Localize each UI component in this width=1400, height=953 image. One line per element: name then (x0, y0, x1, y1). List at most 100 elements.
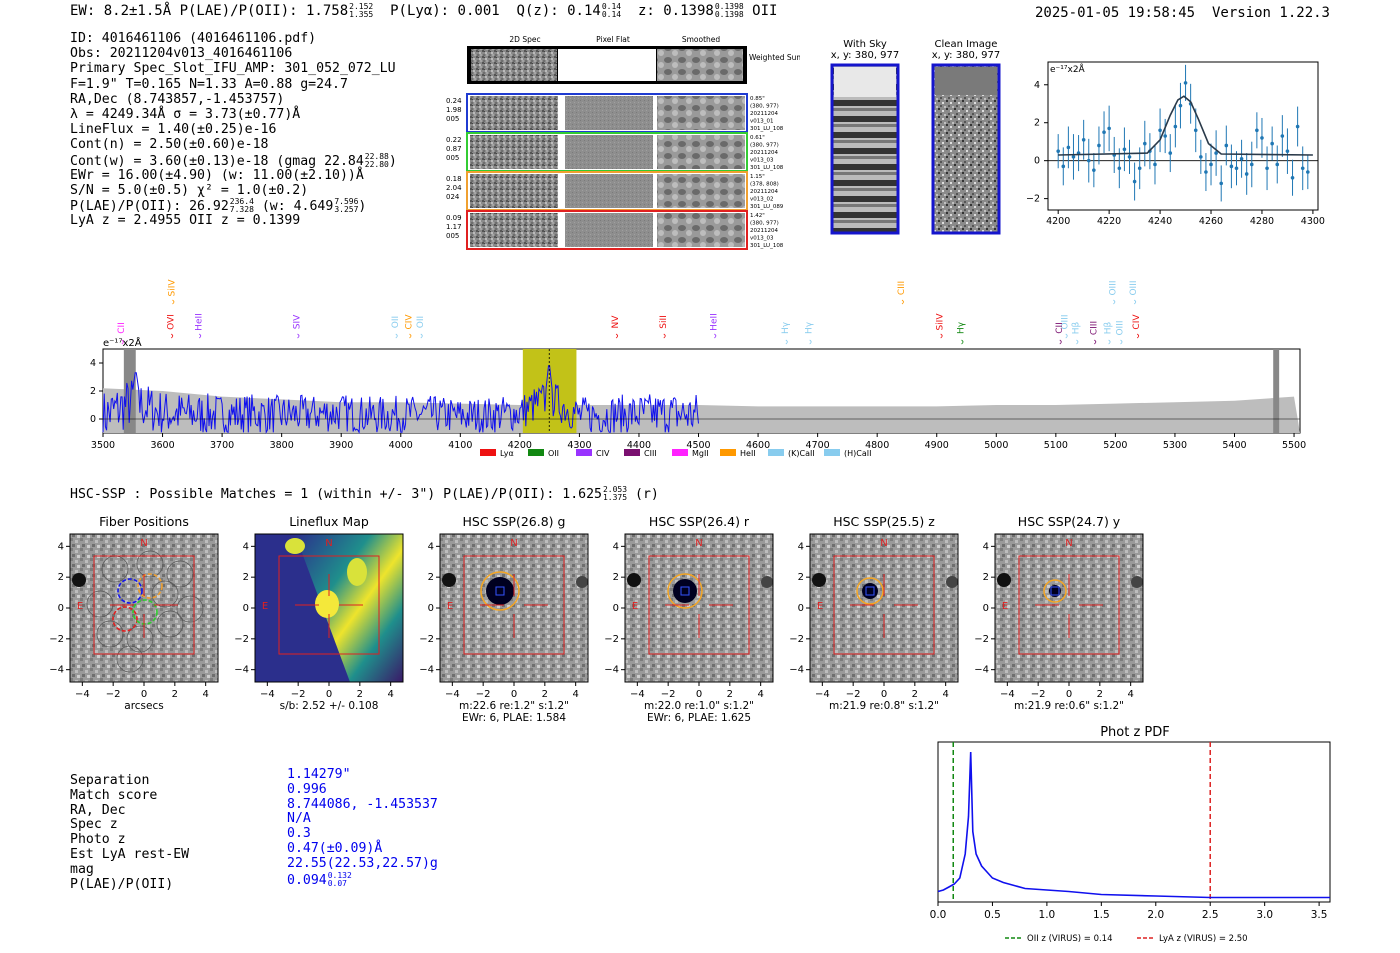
hsc-source (673, 579, 697, 603)
match-value-0: 1.14279" (287, 767, 351, 782)
spectral-line-label: CIII (1089, 321, 1099, 335)
spectrum-xtick-label: 5000 (984, 440, 1008, 451)
spec2d-row-right-label: 1.42" (750, 213, 765, 219)
hsc-ytick-label: −4 (234, 665, 249, 676)
info-id: ID: 4016461106 (4016461106.pdf) (70, 31, 317, 46)
hsc-ytick-label: 0 (243, 603, 249, 614)
legend-swatch (824, 449, 840, 456)
hsc-ytick-label: −4 (974, 665, 989, 676)
spec2d-row-left-label: 005 (446, 232, 459, 240)
spectral-line-label: SiIV (167, 279, 177, 297)
hsc-xtick-label: −2 (846, 689, 861, 700)
spectrum-xtick-label: 4500 (686, 440, 710, 451)
match-plae-hi: 0.132 (327, 870, 352, 880)
hsc-xtick-label: 0 (326, 689, 332, 700)
legend-label: (H)CaII (844, 449, 871, 458)
compass-e: E (1002, 601, 1008, 612)
photz-pdf-line (937, 751, 1330, 899)
line-fit-point (1275, 162, 1280, 167)
spectral-line-brace (785, 339, 788, 345)
lineflux-peak (285, 538, 305, 554)
match-value-2: 8.744086, -1.453537 (287, 796, 438, 812)
line-fit-point (1158, 128, 1162, 133)
spec2d-row-left-label: 1.17 (446, 223, 462, 231)
photz-axes: 0.0 0.5 1.0 1.5 2.0 2.5 3.0 3.5 (930, 902, 1327, 921)
hsc-search-box (648, 555, 750, 655)
z-hi: 0.1398 (714, 2, 744, 11)
match-label-7: P(LAE)/P(OII) (70, 876, 174, 892)
fiber-circle (117, 578, 143, 604)
hsc-xtick-label: 0 (511, 689, 517, 700)
hsc-xtick-label: 4 (1127, 689, 1133, 700)
spec2d-row-smoothed (657, 213, 745, 247)
spectral-line-label: CII (1055, 322, 1065, 334)
hsc-caption: s/b: 2.52 +/- 0.108 (280, 700, 379, 712)
spectral-line-label: OIII (1108, 280, 1118, 295)
hsc-neighbor (761, 576, 773, 588)
legend-swatch (528, 449, 544, 456)
line-fit-point (1234, 166, 1239, 171)
spec2d-row-flat (565, 96, 653, 130)
line-fit-point (1178, 103, 1183, 108)
hsc-ytick-label: 0 (428, 603, 434, 614)
line-fit-xtick-label: 4300 (1301, 216, 1325, 227)
line-fit-chart: e⁻¹⁷x2Å 4200 4220 4240 4260 4280 4300 4 2 0 −2 (1026, 61, 1325, 227)
photz-xtick-label: 3.0 (1256, 909, 1273, 921)
weighted-sum-text: Weighted Sum (749, 53, 800, 62)
hsc-ytick-label: −2 (419, 634, 434, 645)
line-fit-point (1183, 81, 1188, 85)
spec2d-row-flat (565, 135, 653, 169)
spectral-line-label: OIII (1061, 314, 1071, 329)
photz-legend-label: OII z (VIRUS) = 0.14 (1027, 934, 1113, 944)
spectral-line-brace (1120, 339, 1123, 345)
hsc-ytick-label: −2 (789, 634, 804, 645)
qz-lo: 0.14 (601, 10, 622, 19)
hsc-xtick-label: 4 (202, 689, 208, 700)
hsc-search-box (278, 555, 380, 655)
line-fit-xtick-label: 4280 (1250, 216, 1274, 227)
legend-swatch (624, 449, 640, 456)
match-label-3: Spec z (70, 817, 118, 833)
photz-title: Phot z PDF (1100, 725, 1170, 740)
hsc-xtick-label: −2 (661, 689, 676, 700)
hsc-caption: m:22.6 re:1.2" s:1.2" (459, 700, 569, 712)
hsc-source (486, 577, 514, 605)
hsc-xtick-label: 2 (1097, 689, 1103, 700)
hsc-xtick-label: 0 (1066, 689, 1072, 700)
spectrum-xtick-label: 4800 (865, 440, 889, 451)
spectral-line-label: SiIV (936, 313, 946, 331)
weighted-sum-2d (471, 49, 557, 81)
line-fit-xtick-label: 4240 (1148, 216, 1172, 227)
photz-plot (937, 742, 1330, 902)
line-fit-point (1219, 181, 1224, 186)
detection-info: ID: 4016461106 (4016461106.pdf) Obs: 202… (70, 31, 397, 228)
spectral-line-brace (297, 333, 300, 339)
spectral-line-brace (1136, 333, 1140, 339)
spec2d-row-gap (560, 135, 564, 169)
spectral-line-label: SiII (659, 315, 669, 329)
line-fit-point (1117, 166, 1122, 171)
hsc-bright-star (997, 573, 1011, 587)
spectral-line-brace (1108, 339, 1111, 345)
spec2d-row-left-label: 0.87 (446, 145, 462, 153)
spectral-line-brace (1065, 333, 1068, 339)
line-fit-point (1214, 151, 1218, 155)
hsc-search-box (463, 555, 565, 655)
clean-coords: x, y: 380, 977 (932, 50, 1001, 61)
line-fit-point (1071, 155, 1076, 159)
hsc-ytick-label: 0 (798, 603, 804, 614)
spectral-line-brace (663, 333, 666, 339)
hsc-aperture (667, 573, 703, 609)
hsc-ytick-label: 4 (798, 541, 804, 552)
hsc-xtick-label: 2 (172, 689, 178, 700)
plae-w-lo: 3.257 (334, 205, 359, 215)
hsc-ytick-label: −2 (974, 634, 989, 645)
legend-label: OII (548, 449, 559, 458)
info-lambda: λ = 4249.34Å σ = 3.73(±0.77)Å (70, 106, 301, 122)
spec2d-row-right-label: 20211204 (750, 150, 778, 156)
timestamp-version: 2025-01-05 19:58:45 Version 1.22.3 (1035, 5, 1330, 21)
line-fit-data (1048, 64, 1318, 202)
hsc-title-band: (r) (635, 487, 659, 502)
spectral-line-label: CII (117, 322, 127, 334)
